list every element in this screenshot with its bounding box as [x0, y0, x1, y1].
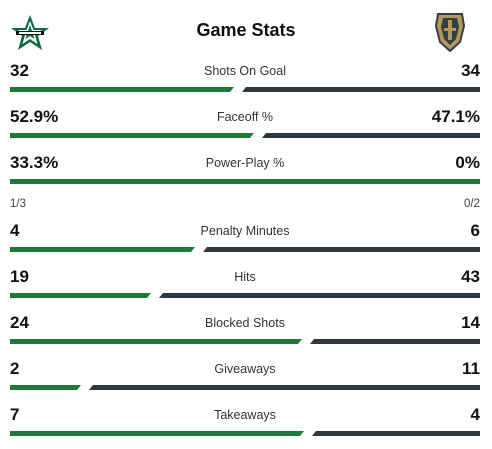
stat-row: 33.3% Power-Play % 0% 1/3 0/2: [10, 150, 480, 218]
stat-label: Blocked Shots: [205, 316, 285, 330]
stat-comparison-bar: [10, 133, 480, 138]
away-stat-value: 34: [461, 61, 480, 80]
away-bar-segment: [89, 385, 480, 390]
stat-comparison-bar: [10, 87, 480, 92]
home-stat-value: 4: [10, 221, 20, 240]
stat-label: Giveaways: [214, 362, 276, 376]
away-bar-segment: [203, 247, 480, 252]
stat-comparison-bar: [10, 339, 480, 344]
away-stat-value: 11: [462, 359, 480, 378]
home-bar-segment: [10, 179, 480, 184]
vegas-golden-knights-logo-icon[interactable]: [434, 12, 466, 52]
stat-comparison-bar: [10, 293, 480, 298]
stat-comparison-bar: [10, 247, 480, 252]
stat-comparison-bar: [10, 179, 480, 184]
home-stat-value: 32: [10, 61, 29, 80]
home-stat-value: 24: [10, 313, 29, 332]
away-stat-detail: 0/2: [464, 198, 480, 210]
away-bar-segment: [310, 339, 480, 344]
home-stat-value: 19: [10, 267, 29, 286]
stat-row: 7 Takeaways 4: [10, 402, 480, 448]
home-stat-value: 2: [10, 359, 20, 378]
away-stat-value: 6: [470, 221, 480, 240]
stat-label: Shots On Goal: [204, 64, 286, 78]
stat-row: 2 Giveaways 11: [10, 356, 480, 402]
stat-label: Penalty Minutes: [200, 224, 290, 238]
stat-label: Takeaways: [214, 408, 276, 422]
home-stat-value: 7: [10, 405, 20, 424]
home-stat-detail: 1/3: [10, 198, 26, 210]
away-stat-value: 0%: [455, 153, 480, 172]
home-bar-segment: [10, 385, 81, 390]
home-bar-segment: [10, 247, 195, 252]
home-stat-value: 52.9%: [10, 107, 59, 126]
stat-row: 32 Shots On Goal 34: [10, 58, 480, 104]
home-bar-segment: [10, 133, 254, 138]
stat-comparison-bar: [10, 385, 480, 390]
stat-comparison-bar: [10, 431, 480, 436]
home-bar-segment: [10, 87, 234, 92]
stat-row: 4 Penalty Minutes 6: [10, 218, 480, 264]
away-bar-segment: [242, 87, 480, 92]
home-stat-value: 33.3%: [10, 153, 59, 172]
away-stat-value: 47.1%: [431, 107, 480, 126]
stat-row: 19 Hits 43: [10, 264, 480, 310]
page-title: Game Stats: [196, 20, 296, 40]
game-stats-header: Game Stats: [0, 0, 492, 62]
stat-label: Power-Play %: [205, 156, 285, 170]
away-stat-value: 43: [461, 267, 480, 286]
away-stat-value: 14: [461, 313, 480, 332]
home-bar-segment: [10, 431, 304, 436]
away-bar-segment: [312, 431, 480, 436]
home-bar-segment: [10, 339, 302, 344]
stat-label: Faceoff %: [216, 110, 274, 124]
stat-label: Hits: [234, 270, 256, 284]
stat-row: 24 Blocked Shots 14: [10, 310, 480, 356]
dallas-stars-logo-icon[interactable]: [10, 14, 50, 52]
home-bar-segment: [10, 293, 151, 298]
away-stat-value: 4: [470, 405, 480, 424]
stats-list: 32 Shots On Goal 34 52.9% Faceoff % 47.1% 33.3…: [10, 58, 480, 448]
stat-row: 52.9% Faceoff % 47.1%: [10, 104, 480, 150]
away-bar-segment: [159, 293, 480, 298]
away-bar-segment: [262, 133, 480, 138]
